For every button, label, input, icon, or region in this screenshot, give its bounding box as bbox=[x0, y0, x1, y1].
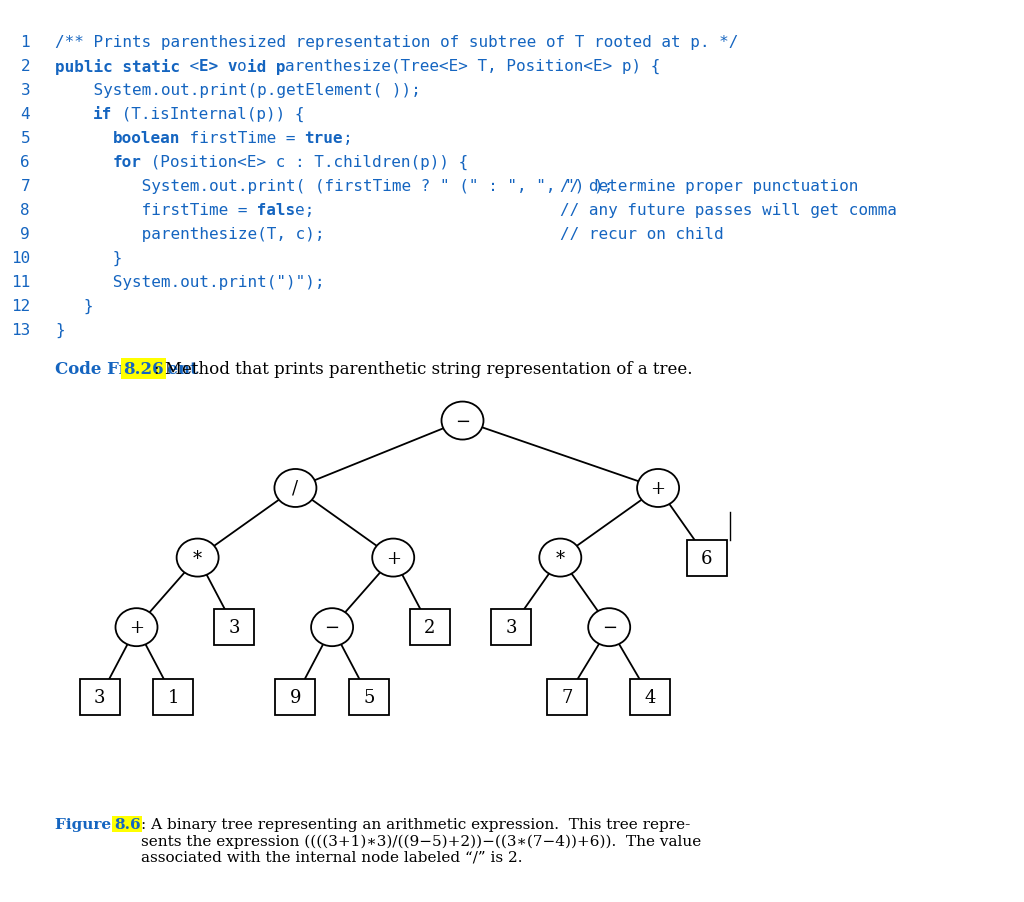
Text: +: + bbox=[386, 549, 400, 567]
Text: −: − bbox=[455, 412, 470, 430]
Text: 3: 3 bbox=[506, 619, 517, 637]
Text: −: − bbox=[325, 619, 340, 637]
FancyBboxPatch shape bbox=[687, 540, 727, 576]
Text: 11: 11 bbox=[10, 275, 30, 290]
Text: 4: 4 bbox=[644, 688, 655, 706]
Text: arenthesize(Tree<E> T, Position<E> p) {: arenthesize(Tree<E> T, Position<E> p) { bbox=[285, 59, 660, 74]
Text: 10: 10 bbox=[10, 251, 30, 266]
Ellipse shape bbox=[274, 469, 316, 508]
Text: 1: 1 bbox=[20, 35, 30, 50]
Text: /: / bbox=[293, 480, 298, 497]
Text: // any future passes will get comma: // any future passes will get comma bbox=[560, 203, 897, 217]
Text: (Position<E> c : T.children(p)) {: (Position<E> c : T.children(p)) { bbox=[141, 155, 469, 170]
FancyBboxPatch shape bbox=[154, 679, 194, 715]
Text: boolean: boolean bbox=[113, 131, 180, 146]
Text: 13: 13 bbox=[10, 323, 30, 337]
Ellipse shape bbox=[116, 609, 158, 647]
Text: true: true bbox=[304, 131, 343, 146]
Text: 5: 5 bbox=[364, 688, 375, 706]
Text: 8.6: 8.6 bbox=[114, 817, 140, 831]
Text: o: o bbox=[238, 59, 247, 74]
Text: 4: 4 bbox=[20, 106, 30, 122]
Text: /** Prints parenthesized representation of subtree of T rooted at p. */: /** Prints parenthesized representation … bbox=[55, 35, 738, 50]
Text: e;: e; bbox=[295, 203, 313, 217]
Text: : Method that prints parenthetic string representation of a tree.: : Method that prints parenthetic string … bbox=[155, 361, 692, 378]
FancyBboxPatch shape bbox=[275, 679, 315, 715]
Text: Code Fragment: Code Fragment bbox=[55, 361, 204, 378]
Text: parenthesize(T, c);: parenthesize(T, c); bbox=[55, 226, 325, 242]
Text: }: } bbox=[55, 251, 123, 266]
Text: System.out.print(p.getElement( ));: System.out.print(p.getElement( )); bbox=[55, 83, 421, 98]
Ellipse shape bbox=[540, 539, 582, 577]
Text: System.out.print(")");: System.out.print(")"); bbox=[55, 275, 325, 290]
Text: for: for bbox=[113, 155, 141, 170]
Text: id p: id p bbox=[247, 59, 285, 75]
Text: Figure: Figure bbox=[55, 817, 117, 831]
Text: 12: 12 bbox=[10, 299, 30, 314]
Text: fals: fals bbox=[247, 203, 295, 217]
Text: +: + bbox=[650, 480, 666, 497]
FancyBboxPatch shape bbox=[492, 610, 531, 646]
Ellipse shape bbox=[176, 539, 219, 577]
Text: // determine proper punctuation: // determine proper punctuation bbox=[560, 179, 858, 194]
Ellipse shape bbox=[637, 469, 679, 508]
Text: 7: 7 bbox=[20, 179, 30, 194]
Text: : A binary tree representing an arithmetic expression.  This tree repre-
sents t: : A binary tree representing an arithmet… bbox=[141, 817, 701, 864]
Text: 6: 6 bbox=[701, 549, 713, 567]
Text: 3: 3 bbox=[20, 83, 30, 98]
Text: System.out.print( (firstTime ? " (" : ", ", ") );: System.out.print( (firstTime ? " (" : ",… bbox=[55, 179, 613, 194]
Text: <: < bbox=[179, 59, 199, 74]
Ellipse shape bbox=[441, 402, 483, 440]
FancyBboxPatch shape bbox=[410, 610, 450, 646]
Text: *: * bbox=[556, 549, 565, 567]
Text: −: − bbox=[602, 619, 616, 637]
FancyBboxPatch shape bbox=[80, 679, 120, 715]
Text: 8: 8 bbox=[20, 203, 30, 217]
FancyBboxPatch shape bbox=[214, 610, 254, 646]
Text: 3: 3 bbox=[228, 619, 240, 637]
Text: }: } bbox=[55, 299, 93, 314]
Ellipse shape bbox=[588, 609, 630, 647]
Text: public static: public static bbox=[55, 59, 180, 75]
Text: E> v: E> v bbox=[199, 59, 238, 74]
Ellipse shape bbox=[373, 539, 415, 577]
Text: firstTime =: firstTime = bbox=[179, 131, 305, 146]
Text: 7: 7 bbox=[561, 688, 572, 706]
Text: 9: 9 bbox=[20, 226, 30, 242]
Text: }: } bbox=[55, 323, 65, 338]
Text: 5: 5 bbox=[20, 131, 30, 146]
Text: 8.26: 8.26 bbox=[124, 361, 164, 378]
Text: (T.isInternal(p)) {: (T.isInternal(p)) { bbox=[113, 106, 305, 122]
Text: // recur on child: // recur on child bbox=[560, 226, 724, 242]
Text: if: if bbox=[93, 106, 113, 122]
Text: 3: 3 bbox=[94, 688, 105, 706]
Text: 6: 6 bbox=[20, 155, 30, 170]
Text: +: + bbox=[129, 619, 144, 637]
FancyBboxPatch shape bbox=[630, 679, 670, 715]
Ellipse shape bbox=[311, 609, 353, 647]
Text: 2: 2 bbox=[20, 59, 30, 74]
Text: 1: 1 bbox=[168, 688, 179, 706]
Text: 9: 9 bbox=[290, 688, 301, 706]
Text: *: * bbox=[194, 549, 202, 567]
FancyBboxPatch shape bbox=[547, 679, 587, 715]
Text: firstTime =: firstTime = bbox=[55, 203, 248, 217]
Text: 2: 2 bbox=[424, 619, 435, 637]
FancyBboxPatch shape bbox=[349, 679, 389, 715]
Text: ;: ; bbox=[342, 131, 352, 146]
